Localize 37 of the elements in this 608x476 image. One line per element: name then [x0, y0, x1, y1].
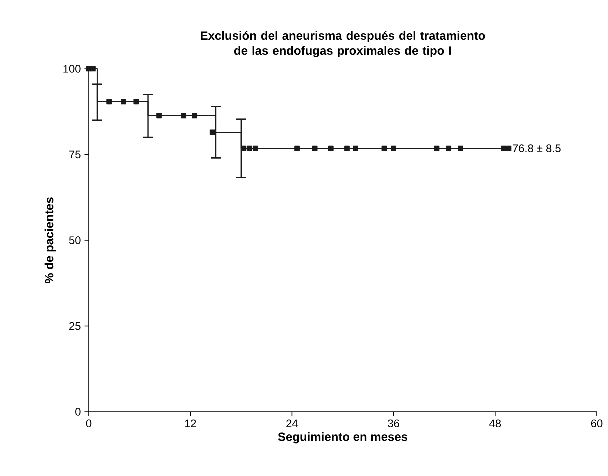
- point: [156, 113, 162, 119]
- x-tick-label: 12: [185, 420, 196, 428]
- y-axis-title: % de pacientes: [44, 198, 56, 284]
- point: [353, 146, 358, 152]
- point: [506, 146, 512, 152]
- y-tick-label: 50: [69, 236, 81, 244]
- x-axis-title: Seguimiento en meses: [278, 432, 408, 444]
- point: [192, 113, 198, 119]
- point: [210, 130, 216, 136]
- point: [90, 66, 96, 72]
- point: [434, 146, 440, 152]
- chart-title: Exclusión del aneurisma después del tratamiento de las endofugas proximales de tipo I: [201, 31, 486, 58]
- x-tick-label: 0: [86, 420, 92, 428]
- y-tick-label: 75: [70, 150, 81, 159]
- point: [446, 146, 452, 152]
- point: [106, 99, 112, 105]
- x-tick-label: 36: [388, 420, 400, 428]
- y-tick-label: 25: [70, 322, 81, 330]
- y-tick-label: 0: [76, 408, 81, 416]
- point: [391, 146, 396, 152]
- point: [344, 146, 350, 152]
- x-tick-label: 60: [591, 420, 603, 428]
- point: [328, 146, 334, 152]
- point: [294, 146, 300, 152]
- point: [253, 146, 258, 152]
- x-tick-label: 24: [286, 420, 298, 428]
- point: [134, 99, 140, 105]
- annotation: 76.8 ± 8.5: [513, 144, 561, 152]
- point: [501, 146, 507, 152]
- point: [247, 146, 253, 152]
- point: [382, 146, 388, 152]
- point: [121, 99, 126, 105]
- point: [458, 146, 464, 152]
- y-tick-label: 100: [64, 65, 81, 73]
- x-tick-label: 48: [490, 420, 502, 428]
- point: [312, 146, 318, 152]
- point: [181, 113, 187, 119]
